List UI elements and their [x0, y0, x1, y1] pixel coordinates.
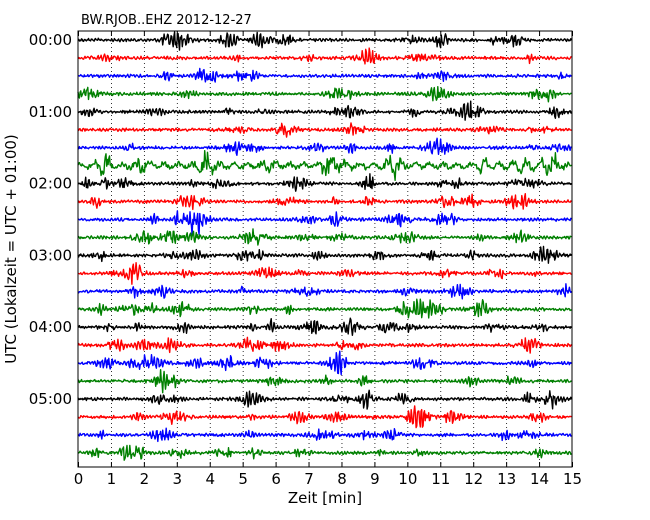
- trace-row-22: [77, 427, 572, 443]
- trace-row-2: [77, 67, 573, 83]
- y-axis-label: UTC (Lokalzeit = UTC + 01:00): [2, 134, 20, 364]
- trace-row-23: [77, 444, 573, 461]
- trace-row-17: [77, 336, 573, 354]
- x-tick-label-7: 7: [304, 470, 314, 488]
- x-tick-label-11: 11: [431, 470, 450, 488]
- x-tick-label-2: 2: [140, 470, 150, 488]
- trace-row-19: [77, 369, 572, 394]
- trace-row-6: [77, 137, 572, 157]
- trace-row-16: [77, 317, 573, 337]
- traces: [77, 31, 573, 461]
- trace-row-10: [77, 210, 573, 236]
- x-tick-label-12: 12: [464, 470, 483, 488]
- trace-row-0: [77, 31, 572, 51]
- trace-row-4: [77, 100, 573, 121]
- trace-row-3: [77, 85, 572, 103]
- x-tick-label-13: 13: [497, 470, 516, 488]
- y-tick-label-00:00: 00:00: [29, 31, 72, 49]
- chart-title: BW.RJOB..EHZ 2012-12-27: [81, 13, 252, 28]
- plot-frame: [77, 30, 573, 468]
- trace-row-13: [77, 261, 572, 285]
- trace-row-15: [77, 298, 572, 319]
- x-tick-label-14: 14: [530, 470, 549, 488]
- trace-row-11: [77, 228, 572, 246]
- trace-row-21: [77, 405, 572, 429]
- y-tick-label-01:00: 01:00: [29, 103, 72, 121]
- x-tick-label-4: 4: [205, 470, 215, 488]
- x-tick-label-10: 10: [398, 470, 417, 488]
- y-axis: 00:00 01:00 02:00 03:00 04:00 05:00: [29, 31, 572, 408]
- y-tick-label-04:00: 04:00: [29, 318, 72, 336]
- trace-row-8: [77, 173, 573, 192]
- grid-lines: [111, 31, 540, 467]
- trace-row-9: [77, 192, 572, 211]
- x-axis: 0 1 2 3 4 5 6 7 8 9 10 11 12 13 14 15: [74, 31, 582, 488]
- trace-row-7: [77, 149, 572, 182]
- x-tick-label-6: 6: [271, 470, 281, 488]
- trace-row-14: [77, 283, 573, 300]
- x-tick-label-9: 9: [370, 470, 380, 488]
- x-tick-label-15: 15: [563, 470, 582, 488]
- x-tick-label-5: 5: [238, 470, 248, 488]
- x-tick-label-8: 8: [337, 470, 347, 488]
- x-tick-label-3: 3: [173, 470, 183, 488]
- x-tick-label-1: 1: [107, 470, 117, 488]
- y-tick-label-03:00: 03:00: [29, 246, 72, 264]
- trace-row-1: [77, 47, 572, 65]
- x-axis-label: Zeit [min]: [288, 489, 362, 507]
- trace-row-20: [77, 389, 573, 410]
- x-tick-label-0: 0: [74, 470, 84, 488]
- trace-row-5: [77, 122, 572, 138]
- trace-row-12: [77, 245, 572, 264]
- y-tick-label-05:00: 05:00: [29, 390, 72, 408]
- y-tick-label-02:00: 02:00: [29, 175, 72, 193]
- trace-row-18: [77, 350, 573, 376]
